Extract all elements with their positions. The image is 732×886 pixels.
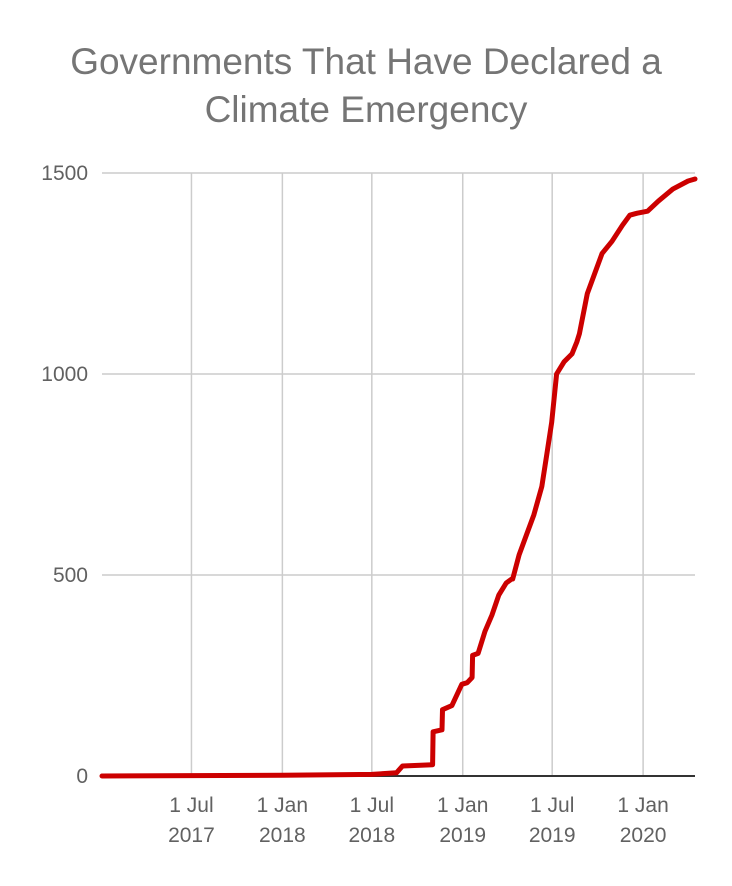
- y-gridlines: [102, 172, 695, 576]
- y-tick-label: 500: [53, 564, 88, 587]
- x-tick-label: 1 Jan: [617, 794, 668, 817]
- x-tick-label: 1 Jul: [350, 794, 394, 817]
- x-tick-label-year: 2017: [168, 824, 215, 847]
- series-line: [99, 176, 698, 779]
- x-tick-label: 1 Jul: [169, 794, 213, 817]
- x-tick-label: 1 Jan: [257, 794, 308, 817]
- chart-title-line-2: Climate Emergency: [205, 89, 528, 130]
- series-group: [99, 176, 698, 779]
- y-tick-labels: 0 500 1000 1500: [41, 162, 88, 788]
- y-tick-label: 1000: [41, 363, 88, 386]
- y-tick-label: 1500: [41, 162, 88, 185]
- chart-title-line-1: Governments That Have Declared a: [70, 41, 662, 82]
- x-tick-labels: 1 Jul 2017 1 Jan 2018 1 Jul 2018 1 Jan 2019 1 Ju…: [168, 794, 669, 847]
- x-gridlines: [190, 173, 644, 776]
- x-tick-label-year: 2019: [439, 824, 486, 847]
- x-tick-label-year: 2018: [259, 824, 306, 847]
- x-tick-label-year: 2018: [348, 824, 395, 847]
- x-tick-label: 1 Jan: [437, 794, 488, 817]
- x-tick-label-year: 2020: [620, 824, 667, 847]
- x-tick-label-year: 2019: [529, 824, 576, 847]
- x-tick-label: 1 Jul: [530, 794, 574, 817]
- y-tick-label: 0: [76, 765, 88, 788]
